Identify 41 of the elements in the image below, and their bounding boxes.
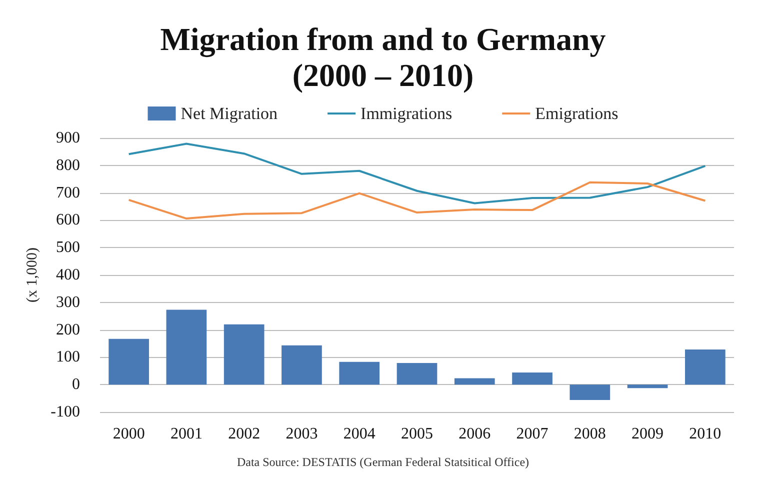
- line-series: [128, 142, 706, 204]
- x-tick-label: 2005: [401, 426, 433, 442]
- bar: [282, 345, 322, 385]
- legend-label: Emigrations: [535, 104, 618, 123]
- x-tick-label: 2001: [170, 426, 202, 442]
- y-tick-label: 400: [56, 266, 80, 284]
- x-tick-label: 2009: [632, 426, 664, 442]
- bar: [224, 324, 264, 385]
- x-tick-label: 2007: [516, 426, 548, 442]
- y-tick-label: 700: [56, 184, 80, 202]
- bar: [339, 362, 380, 385]
- bar: [570, 384, 610, 400]
- line-series: [128, 181, 706, 220]
- y-tick-label: 200: [56, 321, 80, 338]
- x-tick-label: 2006: [458, 426, 491, 442]
- x-tick-label: 2000: [112, 426, 145, 442]
- legend-label: Immigrations: [360, 104, 452, 123]
- bar: [627, 384, 668, 388]
- y-tick-label: 600: [56, 212, 80, 229]
- bar: [685, 350, 726, 385]
- source-note: Data Source: DESTATIS (German Federal Statsitical Office): [236, 455, 530, 469]
- y-tick-label: 0: [72, 376, 80, 394]
- x-tick-label: 2010: [689, 426, 722, 442]
- chart-title: Migration from and to Germany (2000 – 2010): [160, 21, 606, 93]
- y-tick-label: -100: [50, 404, 80, 420]
- x-tick-label: 2008: [574, 426, 606, 442]
- y-tick-label: 300: [56, 294, 80, 311]
- legend-label: Net Migration: [180, 104, 278, 123]
- y-tick-label: 100: [56, 348, 80, 366]
- y-tick-label: 900: [56, 130, 80, 146]
- y-axis-title: (x 1,000): [24, 248, 40, 302]
- y-tick-label: 800: [56, 156, 80, 174]
- x-tick-label: 2003: [286, 426, 318, 442]
- bar: [166, 310, 207, 385]
- bar: [396, 362, 438, 385]
- bar: [512, 372, 552, 385]
- x-tick-label: 2004: [343, 426, 376, 442]
- x-tick-label: 2002: [228, 426, 260, 442]
- y-tick-label: 500: [56, 239, 80, 256]
- bar: [454, 378, 495, 385]
- bar: [108, 338, 149, 385]
